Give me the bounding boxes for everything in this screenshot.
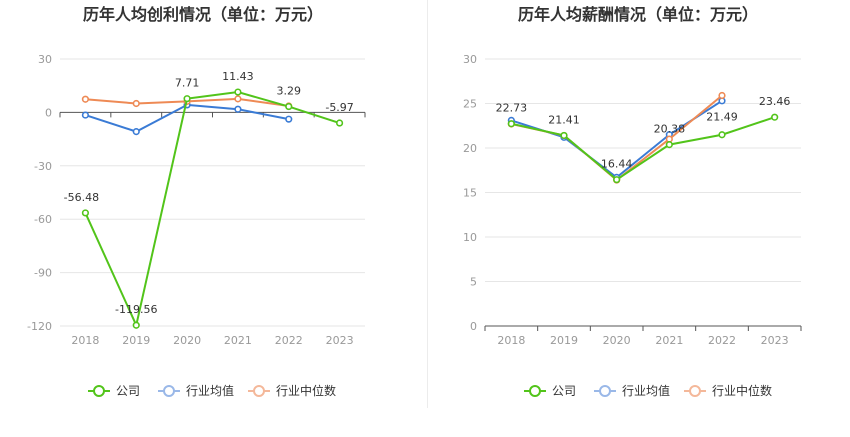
data-point: [771, 113, 779, 121]
legend-label: 行业均值: [186, 383, 234, 398]
data-point: [718, 131, 726, 139]
x-tick-label: 2020: [173, 334, 201, 347]
series-line: [511, 116, 775, 181]
x-tick-label: 2019: [550, 334, 578, 347]
data-label: 3.29: [277, 85, 302, 98]
legend-label: 行业均值: [622, 383, 670, 398]
data-point: [234, 88, 242, 96]
x-tick-label: 2019: [122, 334, 150, 347]
x-tick-label: 2018: [71, 334, 99, 347]
legend-swatch-marker: [599, 385, 611, 397]
x-tick-label: 2023: [326, 334, 354, 347]
data-label: -119.56: [115, 303, 157, 316]
data-point: [718, 91, 726, 100]
legend: 公司 行业均值 行业中位数: [524, 383, 772, 398]
legend-label: 行业中位数: [712, 383, 772, 398]
x-tick-label: 2021: [224, 334, 252, 347]
y-tick-label: 20: [463, 142, 477, 155]
x-tick-label: 2018: [497, 334, 525, 347]
data-label: 21.49: [706, 111, 738, 124]
y-tick-label: -60: [34, 213, 52, 226]
data-point: [81, 111, 90, 119]
legend-label: 公司: [116, 384, 140, 398]
data-label: 16.44: [601, 158, 633, 171]
x-tick-label: 2023: [761, 334, 789, 347]
y-tick-label: 0: [45, 106, 52, 119]
data-point: [613, 176, 621, 184]
data-point: [183, 95, 191, 103]
x-tick-label: 2022: [708, 334, 736, 347]
chart-divider: [427, 0, 428, 408]
y-tick-label: 10: [463, 231, 477, 244]
data-point: [335, 119, 344, 127]
legend-swatch-marker: [163, 385, 175, 397]
data-point: [81, 95, 90, 103]
chart-title: 历年人均薪酬情况（单位：万元）: [518, 5, 758, 24]
y-tick-label: -30: [34, 160, 52, 173]
data-point: [234, 95, 242, 103]
data-label: 23.46: [759, 95, 791, 108]
data-label: 20.38: [654, 123, 686, 136]
data-label: 11.43: [222, 70, 254, 83]
data-point: [234, 105, 242, 113]
x-tick-label: 2022: [275, 334, 303, 347]
y-tick-label: 25: [463, 98, 477, 111]
y-tick-label: 0: [470, 320, 477, 333]
data-point: [81, 209, 90, 217]
y-tick-label: 5: [470, 276, 477, 289]
legend-swatch-marker: [689, 385, 701, 397]
series-line: [84, 91, 340, 329]
data-label: 22.73: [496, 102, 527, 115]
salary-per-capita-chart: 历年人均薪酬情况（单位：万元） 30 25 20 15 10 5 0 2018 2019 2020 2…: [463, 5, 802, 398]
data-point: [507, 120, 515, 128]
y-tick-label: 30: [463, 53, 477, 66]
y-tick-label: 15: [463, 187, 477, 200]
data-point: [665, 141, 673, 149]
legend: 公司 行业均值 行业中位数: [88, 383, 336, 398]
data-point: [132, 321, 140, 329]
series-line: [85, 103, 289, 133]
data-label: -5.97: [325, 101, 353, 114]
chart-title: 历年人均创利情况（单位：万元）: [83, 5, 323, 24]
data-point: [132, 99, 140, 108]
legend-swatch-marker: [253, 385, 265, 397]
data-label: 7.71: [175, 77, 200, 90]
y-tick-label: -90: [34, 267, 52, 280]
data-point: [132, 128, 140, 136]
y-tick-label: -120: [27, 320, 52, 333]
y-tick-label: 30: [38, 53, 52, 66]
data-label: -56.48: [64, 191, 99, 204]
x-tick-label: 2021: [655, 334, 683, 347]
x-tick-label: 2020: [603, 334, 631, 347]
data-point: [285, 115, 293, 123]
legend-swatch-marker: [93, 385, 105, 397]
data-point: [285, 102, 293, 111]
legend-label: 公司: [552, 384, 576, 398]
data-point: [560, 131, 568, 140]
legend-swatch-marker: [529, 385, 541, 397]
legend-label: 行业中位数: [276, 383, 336, 398]
data-label: 21.41: [548, 113, 580, 126]
profit-per-capita-chart: 历年人均创利情况（单位：万元） 30 0 -30 -60 -90 -120 2018 2019 2…: [27, 5, 366, 398]
